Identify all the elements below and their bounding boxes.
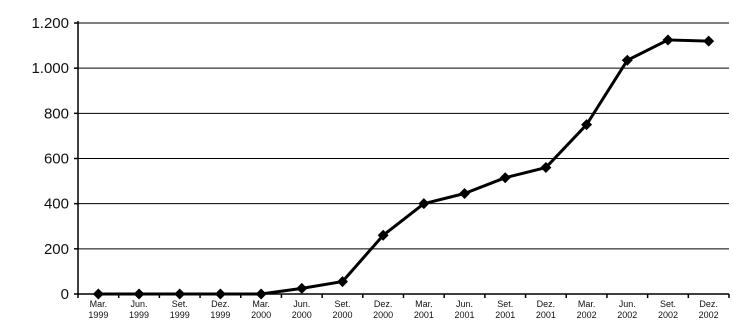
x-tick-label: Dez. 2000 <box>373 299 393 320</box>
data-point <box>499 172 511 184</box>
y-tick-label: 1.200 <box>31 15 69 32</box>
x-tick-label: Dez. 2001 <box>536 299 556 320</box>
x-tick-label: Set. 1999 <box>170 299 190 320</box>
data-point <box>662 34 674 46</box>
data-point <box>621 54 633 66</box>
y-tick-label: 1.000 <box>31 60 69 77</box>
data-point <box>133 288 145 300</box>
data-point <box>377 229 389 241</box>
y-tick-label: 400 <box>44 196 69 213</box>
x-tick-label: Mar. 2001 <box>414 299 434 320</box>
x-tick-label: Jun. 2002 <box>617 299 637 320</box>
x-tick-label: Mar. 1999 <box>88 299 108 320</box>
data-point <box>540 162 552 174</box>
data-point <box>581 119 593 131</box>
x-tick-label: Jun. 2001 <box>455 299 475 320</box>
gridlines <box>78 22 729 250</box>
x-axis-tick-labels: Mar. 1999 Jun. 1999 Set. 1999 Dez. 1999 Mar. 2000… <box>88 299 718 320</box>
data-point <box>214 288 226 300</box>
x-tick-label: Set. 2002 <box>658 299 678 320</box>
y-tick-label: 0 <box>61 286 69 303</box>
series-layer <box>92 34 715 300</box>
x-tick-label: Mar. 2002 <box>577 299 597 320</box>
data-point <box>296 282 308 294</box>
data-point <box>255 288 267 300</box>
data-point <box>174 288 186 300</box>
data-point <box>92 288 104 300</box>
x-tick-label: Jun. 2000 <box>292 299 312 320</box>
x-tick-label: Dez. 1999 <box>210 299 230 320</box>
y-tick-label: 600 <box>44 151 69 168</box>
data-point <box>336 276 348 288</box>
x-tick-label: Jun. 1999 <box>129 299 149 320</box>
axes <box>74 21 730 298</box>
x-tick-label: Mar. 2000 <box>251 299 271 320</box>
data-point <box>459 188 471 200</box>
x-tick-label: Set. 2000 <box>332 299 352 320</box>
x-tick-label: Dez. 2002 <box>699 299 719 320</box>
data-point <box>703 35 715 47</box>
y-axis-tick-labels: 0 200 400 600 800 1.000 1.200 <box>31 15 69 303</box>
x-tick-label: Set. 2001 <box>495 299 515 320</box>
data-point <box>418 198 430 210</box>
series-line <box>98 38 709 296</box>
y-tick-label: 800 <box>44 105 69 122</box>
y-tick-label: 200 <box>44 241 69 258</box>
